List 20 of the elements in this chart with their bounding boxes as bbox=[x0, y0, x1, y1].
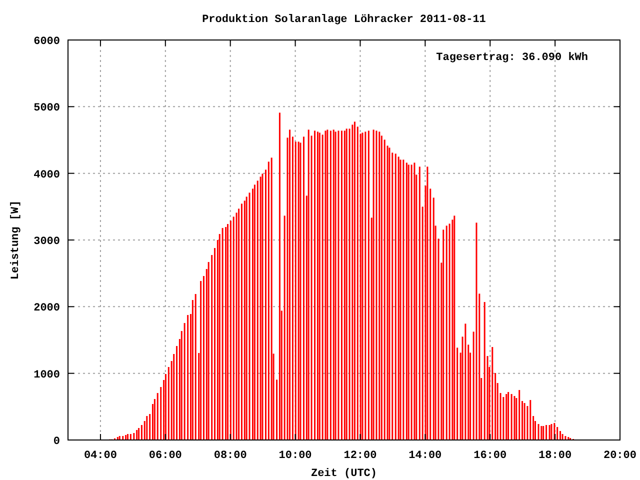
x-tick-label: 08:00 bbox=[214, 450, 247, 462]
y-axis-title: Leistung [W] bbox=[10, 200, 22, 280]
y-tick-label: 3000 bbox=[34, 236, 60, 248]
y-tick-label: 5000 bbox=[34, 102, 60, 115]
x-tick-label: 04:00 bbox=[84, 450, 117, 462]
x-axis-title: Zeit (UTC) bbox=[310, 468, 378, 480]
y-tick-label: 2000 bbox=[34, 302, 60, 315]
chart-title: Produktion Solaranlage Löhracker 2011-08-11 bbox=[202, 14, 486, 26]
x-tick-label: 16:00 bbox=[474, 450, 507, 462]
x-tick-label: 20:00 bbox=[603, 450, 637, 462]
y-tick-label: 4000 bbox=[34, 169, 60, 182]
x-tick-label: 10:00 bbox=[278, 450, 312, 462]
annotation: Tagesertrag: 36.090 kWh bbox=[436, 52, 588, 64]
x-tick-label: 18:00 bbox=[538, 450, 572, 462]
y-tick-label: 1000 bbox=[34, 369, 60, 382]
x-tick-label: 12:00 bbox=[344, 450, 377, 462]
x-tick-label: 14:00 bbox=[408, 450, 442, 462]
y-tick-label: 0 bbox=[53, 436, 60, 448]
y-tick-label: 6000 bbox=[34, 36, 60, 48]
x-tick-label: 06:00 bbox=[148, 450, 182, 462]
